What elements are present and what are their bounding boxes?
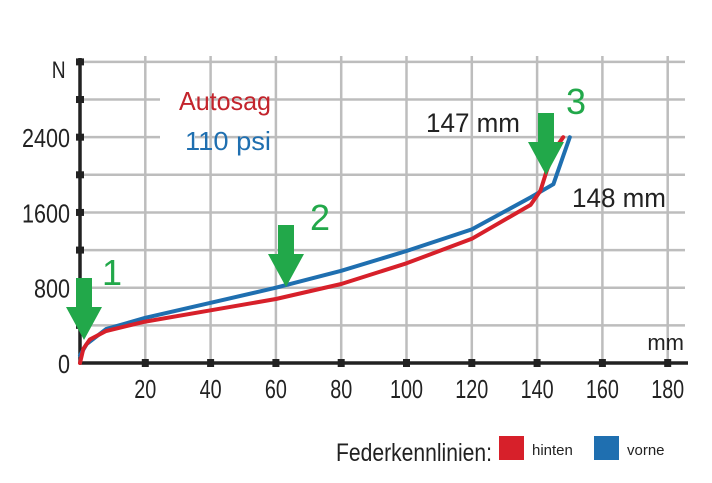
series-lines	[78, 135, 572, 365]
axes	[76, 58, 688, 367]
annotation-arrows	[66, 113, 564, 340]
x-tick-label: 40	[200, 374, 222, 404]
x-tick-label: 60	[265, 374, 287, 404]
y-tick-label: 1600	[22, 198, 70, 228]
legend-swatch-vorne	[594, 436, 619, 460]
arrow-down-icon	[268, 225, 304, 287]
psi-label: 110 psi	[185, 126, 271, 156]
arrow-down-icon	[66, 278, 102, 340]
x-tick-label: 20	[134, 374, 156, 404]
x-tick-label: 160	[586, 374, 619, 404]
x-tick-label: 100	[390, 374, 423, 404]
arrow-down-icon	[528, 113, 564, 175]
y-tick-label: 800	[34, 274, 70, 304]
y-tick-label: 2400	[22, 123, 70, 153]
legend-title: Federkennlinien:	[336, 439, 492, 467]
legend-label-hinten: hinten	[532, 442, 573, 459]
y-axis-unit: N	[52, 56, 66, 84]
tick-labels: 20 40 60 80 100 120 140 160 180 0 800 1600 2400	[22, 123, 684, 404]
grid	[80, 56, 685, 363]
note-148mm: 148 mm	[572, 183, 666, 213]
note-147mm: 147 mm	[426, 108, 520, 138]
series-vorne	[78, 135, 572, 358]
series-hinten	[78, 135, 566, 365]
legend-label-vorne: vorne	[627, 442, 665, 459]
x-tick-label: 140	[521, 374, 554, 404]
marker-2-label: 2	[310, 197, 330, 238]
y-tick-label: 0	[58, 349, 70, 379]
marker-1-label: 1	[102, 252, 122, 293]
autosag-label: Autosag	[179, 86, 271, 116]
x-tick-label: 180	[651, 374, 684, 404]
marker-3-label: 3	[566, 81, 586, 122]
x-tick-label: 120	[455, 374, 488, 404]
legend: Federkennlinien: hinten vorne	[336, 436, 665, 467]
x-tick-label: 80	[330, 374, 352, 404]
x-axis-unit: mm	[647, 330, 684, 355]
legend-swatch-hinten	[499, 436, 524, 460]
